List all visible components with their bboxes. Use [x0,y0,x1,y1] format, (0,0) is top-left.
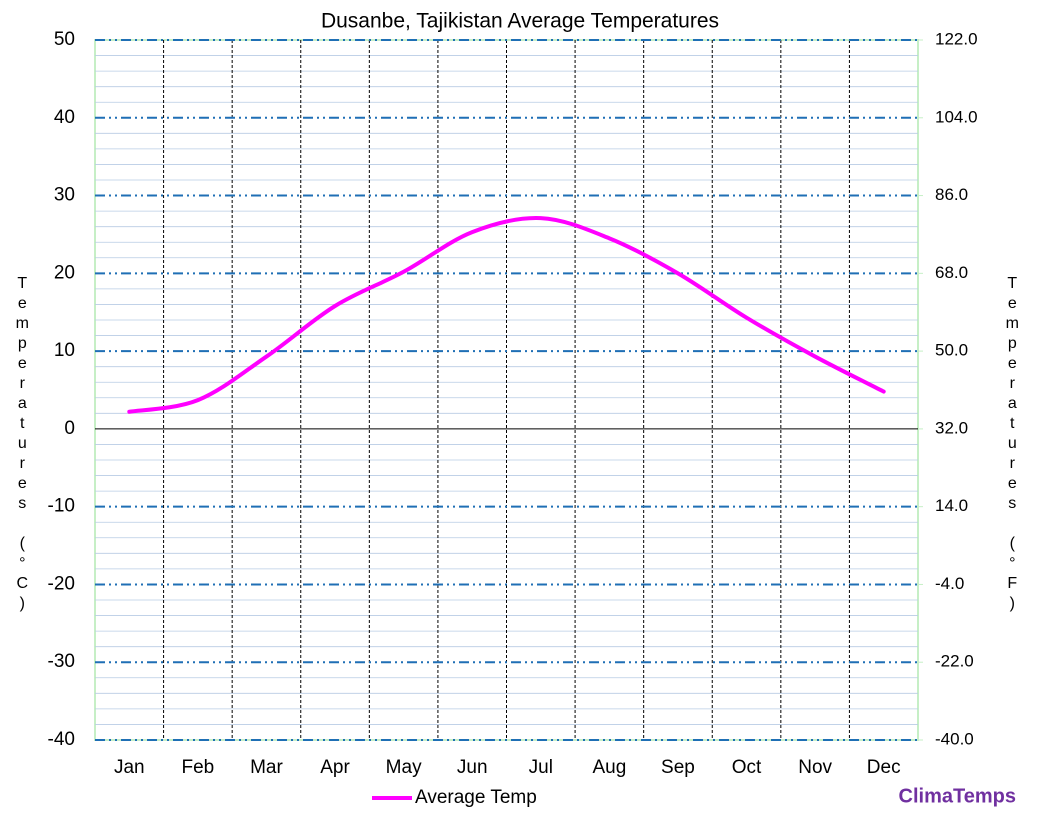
x-tick-label: Dec [867,757,901,778]
x-tick-label: Jun [457,757,488,778]
y2-tick-label: -4.0 [935,574,964,593]
chart-title: Dusanbe, Tajikistan Average Temperatures [321,10,719,33]
y2-tick-label: 86.0 [935,185,968,204]
x-tick-label: Feb [182,757,215,778]
y2-tick-label: 104.0 [935,107,978,126]
y-tick-label: 20 [54,262,75,283]
y-tick-label: -40 [48,729,75,750]
y-tick-label: 10 [54,340,75,361]
y2-tick-label: 50.0 [935,341,968,360]
series-line [127,216,886,414]
x-tick-label: May [386,757,422,778]
y2-tick-label: 14.0 [935,496,968,515]
x-tick-label: Jul [529,757,553,778]
y2-tick-label: 68.0 [935,263,968,282]
legend-label: Average Temp [415,787,537,808]
x-tick-label: Sep [661,757,695,778]
y2-tick-label: -40.0 [935,729,974,748]
y-tick-label: -10 [48,496,75,517]
x-tick-label: Mar [250,757,283,778]
y-tick-label: 0 [64,418,75,439]
y2-axis-label: Temperatures (°F) [1004,275,1021,615]
y-axis-label: Temperatures (°C) [14,275,31,615]
y-tick-label: 40 [54,107,75,128]
x-tick-label: Jan [114,757,145,778]
y2-tick-label: 32.0 [935,418,968,437]
y-tick-label: 30 [54,185,75,206]
x-tick-label: Aug [592,757,626,778]
y2-tick-label: 122.0 [935,29,978,48]
y-tick-label: -30 [48,651,75,672]
y2-tick-label: -22.0 [935,652,974,671]
x-tick-label: Oct [732,757,762,778]
y-tick-label: -20 [48,573,75,594]
brand: ClimaTemps [899,785,1016,807]
x-tick-label: Apr [320,757,350,778]
y-tick-label: 50 [54,29,75,50]
x-tick-label: Nov [798,757,832,778]
